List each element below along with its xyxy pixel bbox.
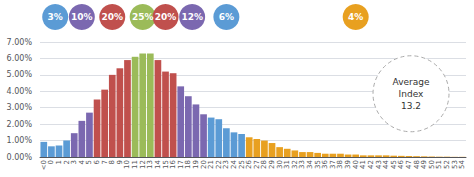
svg-text:23: 23 — [222, 160, 231, 169]
svg-text:31: 31 — [283, 160, 292, 169]
svg-text:53: 53 — [450, 160, 459, 169]
svg-text:18: 18 — [184, 160, 193, 169]
svg-text:6: 6 — [93, 160, 102, 165]
svg-text:Average: Average — [393, 77, 430, 87]
svg-text:38: 38 — [336, 160, 345, 169]
svg-text:3.00%: 3.00% — [7, 103, 33, 112]
svg-text:41: 41 — [359, 160, 368, 169]
svg-text:40: 40 — [351, 160, 360, 169]
svg-text:3: 3 — [70, 160, 79, 165]
svg-text:8: 8 — [108, 160, 117, 165]
svg-text:16: 16 — [169, 160, 178, 169]
svg-text:4.00%: 4.00% — [7, 87, 33, 96]
svg-text:24: 24 — [230, 160, 238, 169]
svg-text:14: 14 — [153, 160, 162, 169]
svg-text:Index: Index — [399, 89, 424, 99]
svg-text:52: 52 — [443, 160, 451, 169]
svg-text:11: 11 — [131, 160, 140, 169]
svg-text:0.00%: 0.00% — [7, 153, 33, 162]
svg-text:47: 47 — [404, 160, 413, 169]
svg-text:1.00%: 1.00% — [7, 136, 33, 145]
svg-text:19: 19 — [191, 160, 200, 169]
svg-text:10%: 10% — [71, 12, 93, 22]
svg-text:22: 22 — [214, 160, 223, 169]
svg-text:15: 15 — [161, 160, 170, 169]
svg-text:5: 5 — [85, 160, 94, 165]
svg-text:30: 30 — [275, 160, 284, 169]
svg-text:13.2: 13.2 — [401, 101, 421, 111]
svg-text:17: 17 — [176, 160, 185, 169]
svg-text:6.00%: 6.00% — [7, 54, 33, 63]
svg-text:13: 13 — [146, 160, 155, 169]
svg-text:54: 54 — [458, 159, 466, 168]
svg-text:21: 21 — [207, 160, 216, 169]
svg-text:48: 48 — [412, 160, 421, 169]
svg-text:34: 34 — [306, 160, 315, 169]
svg-text:28: 28 — [260, 160, 269, 169]
svg-text:20: 20 — [199, 160, 208, 169]
svg-text:4%: 4% — [348, 12, 363, 22]
svg-text:<0: <0 — [39, 160, 48, 171]
svg-text:44: 44 — [382, 160, 391, 169]
svg-text:26: 26 — [245, 160, 254, 169]
svg-text:20%: 20% — [155, 12, 177, 22]
svg-text:7.00%: 7.00% — [7, 38, 33, 47]
svg-text:49: 49 — [420, 160, 429, 169]
svg-text:12: 12 — [138, 160, 147, 169]
svg-text:35: 35 — [313, 160, 322, 169]
svg-text:36: 36 — [321, 160, 330, 169]
svg-text:32: 32 — [290, 160, 299, 169]
svg-text:46: 46 — [397, 160, 406, 169]
svg-text:10: 10 — [123, 160, 132, 169]
svg-text:3%: 3% — [48, 12, 63, 22]
svg-text:25: 25 — [237, 160, 246, 169]
svg-text:2: 2 — [62, 160, 71, 165]
svg-text:20%: 20% — [101, 12, 123, 22]
svg-text:51: 51 — [435, 160, 444, 169]
svg-text:50: 50 — [427, 160, 436, 169]
svg-text:45: 45 — [389, 160, 398, 169]
svg-text:27: 27 — [252, 160, 261, 169]
svg-text:1: 1 — [55, 160, 63, 165]
svg-text:12%: 12% — [181, 12, 203, 22]
svg-text:5.00%: 5.00% — [7, 70, 33, 79]
svg-text:0: 0 — [47, 160, 56, 165]
svg-text:6%: 6% — [219, 12, 234, 22]
svg-text:9: 9 — [115, 160, 124, 165]
svg-text:42: 42 — [366, 160, 375, 169]
svg-text:2.00%: 2.00% — [7, 120, 33, 129]
svg-text:37: 37 — [328, 160, 337, 169]
svg-text:29: 29 — [268, 160, 276, 169]
svg-text:25%: 25% — [132, 12, 154, 22]
svg-text:4: 4 — [77, 160, 86, 165]
svg-text:39: 39 — [344, 160, 353, 169]
svg-text:43: 43 — [374, 160, 383, 169]
svg-text:7: 7 — [100, 160, 109, 165]
svg-text:33: 33 — [298, 160, 307, 169]
